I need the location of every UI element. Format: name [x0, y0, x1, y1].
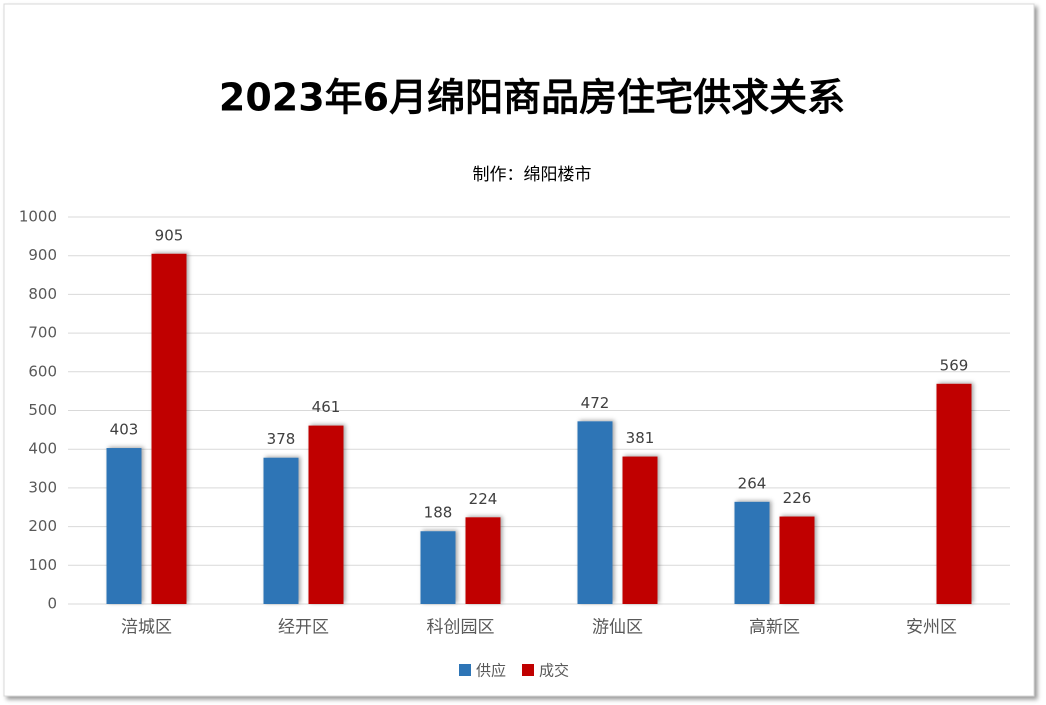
x-tick-label: 游仙区 — [592, 618, 643, 638]
bar — [779, 516, 815, 604]
y-tick-label: 900 — [28, 246, 57, 264]
y-tick-label: 200 — [28, 517, 57, 535]
bar — [106, 448, 142, 604]
y-tick-label: 500 — [28, 401, 57, 419]
bar — [734, 501, 770, 604]
bar — [308, 425, 344, 604]
legend-label: 供应 — [476, 662, 506, 680]
x-tick-label: 涪城区 — [121, 618, 172, 638]
bar — [151, 253, 187, 604]
y-tick-label: 700 — [28, 324, 57, 342]
legend-swatch — [459, 664, 471, 676]
x-tick-label: 经开区 — [278, 618, 329, 638]
value-label: 461 — [312, 398, 341, 416]
bar — [622, 456, 658, 604]
bar — [420, 531, 456, 604]
bar — [263, 457, 299, 604]
chart-subtitle: 制作：绵阳楼市 — [473, 165, 592, 185]
value-label: 905 — [155, 226, 184, 244]
value-label: 226 — [783, 489, 812, 507]
chart-title: 2023年6月绵阳商品房住宅供求关系 — [219, 76, 845, 120]
legend-swatch — [522, 664, 534, 676]
y-tick-label: 400 — [28, 440, 57, 458]
y-tick-label: 300 — [28, 478, 57, 496]
value-label: 224 — [469, 490, 498, 508]
x-tick-label: 安州区 — [906, 618, 957, 638]
y-tick-label: 800 — [28, 285, 57, 303]
y-tick-label: 1000 — [19, 208, 57, 226]
y-tick-label: 100 — [28, 556, 57, 574]
x-tick-label: 高新区 — [749, 618, 800, 638]
y-tick-label: 0 — [47, 595, 57, 613]
x-tick-label: 科创园区 — [427, 618, 495, 638]
value-label: 188 — [424, 504, 453, 522]
y-tick-label: 600 — [28, 362, 57, 380]
bar — [577, 421, 613, 604]
value-label: 378 — [267, 430, 296, 448]
value-label: 264 — [738, 474, 767, 492]
value-label: 381 — [626, 429, 655, 447]
bar — [936, 383, 972, 604]
legend-label: 成交 — [539, 662, 569, 680]
bar — [465, 517, 501, 604]
value-label: 569 — [940, 356, 969, 374]
value-label: 403 — [110, 421, 139, 439]
value-label: 472 — [581, 394, 610, 412]
